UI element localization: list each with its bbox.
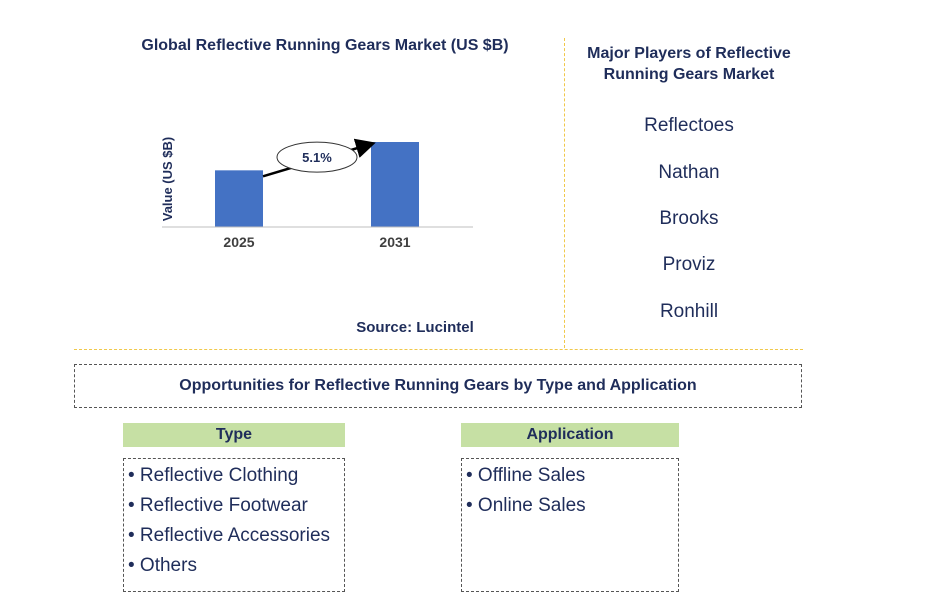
- bar-chart: Value (US $B) 2025 2031 5.1%: [160, 137, 473, 250]
- type-item: • Reflective Footwear: [128, 495, 308, 516]
- x-tick-label: 2025: [223, 234, 254, 250]
- player-item: Brooks: [659, 208, 719, 229]
- players-title: Major Players of Reflective Running Gear…: [587, 45, 791, 83]
- player-item: Nathan: [658, 162, 720, 183]
- chart-title: Global Reflective Running Gears Market (…: [141, 37, 509, 54]
- bar: [371, 142, 419, 227]
- source-label: Source: Lucintel: [356, 319, 474, 336]
- type-item: • Others: [128, 555, 197, 576]
- type-item: • Reflective Clothing: [128, 465, 299, 486]
- opportunities-title: Opportunities for Reflective Running Gea…: [74, 364, 802, 408]
- bar: [215, 170, 263, 227]
- application-item: • Offline Sales: [466, 465, 586, 486]
- cagr-ellipse: [276, 141, 358, 173]
- player-item: Proviz: [662, 254, 716, 275]
- x-tick-label: 2031: [379, 234, 410, 250]
- cagr-label: 5.1%: [302, 150, 332, 165]
- vertical-divider: [564, 38, 565, 348]
- application-list: • Offline Sales • Online Sales: [461, 458, 679, 592]
- application-item: • Online Sales: [466, 495, 586, 516]
- type-item: • Reflective Accessories: [128, 525, 331, 546]
- y-axis-label: Value (US $B): [160, 137, 175, 222]
- application-header: Application: [461, 423, 679, 447]
- horizontal-divider: [74, 349, 803, 350]
- type-header: Type: [123, 423, 345, 447]
- player-item: Ronhill: [659, 301, 719, 322]
- player-item: Reflectoes: [644, 115, 734, 136]
- type-list: • Reflective Clothing • Reflective Footw…: [123, 458, 345, 592]
